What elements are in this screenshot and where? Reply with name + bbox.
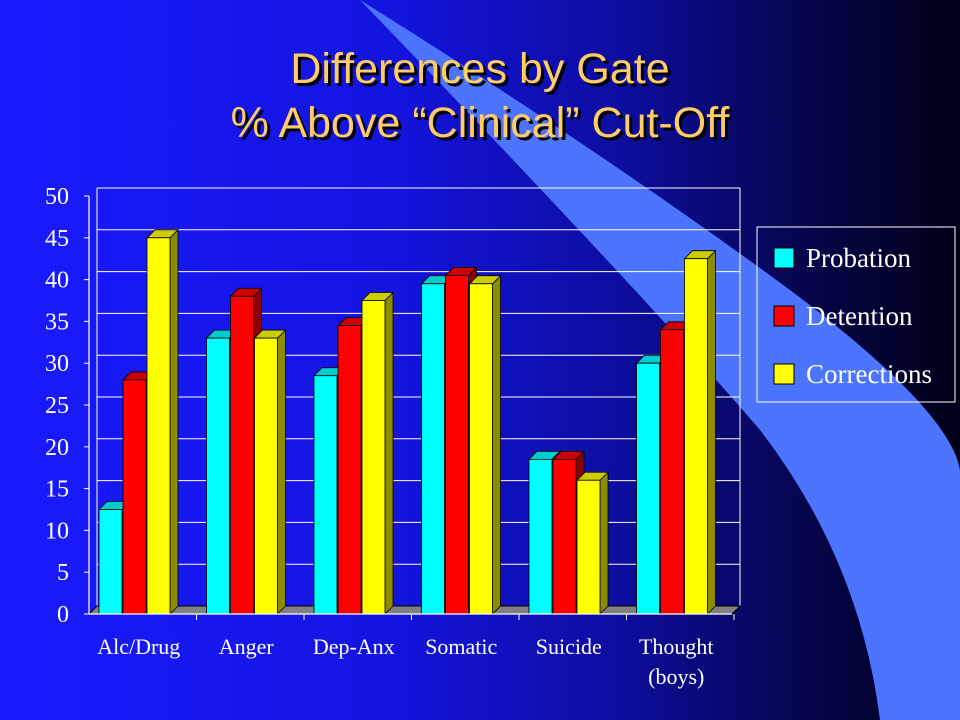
y-tick-label: 20 [45,435,69,461]
bar-side [707,249,716,615]
bar-side [277,329,286,615]
x-tick-label: Somatic [425,634,497,659]
bar-side [169,228,179,615]
slide-title-line-2: % Above “Clinical” Cut-Off [230,99,730,147]
axis-layer: 0 5 10 15 20 25 30 35 40 45 50 Alc/Drug Anger Dep-Anx… [45,184,735,689]
bar [361,300,386,615]
bar-side [492,274,501,615]
slide-title-line-1: Differences by Gate [290,45,670,93]
x-tick-label: Anger [219,634,275,659]
x-tick-label: Dep-Anx [313,634,395,659]
bar [337,325,362,615]
grid-layer [96,187,741,607]
legend-swatch [773,247,795,269]
bar [684,258,708,615]
x-tick-label: Thought [639,634,714,659]
bar [576,479,601,615]
background-arc-shape [360,0,960,720]
legend-swatch [773,363,795,385]
x-tick-label: Alc/Drug [97,634,180,659]
legend-box [756,226,956,403]
bar [660,329,684,615]
bar [469,283,493,615]
bar [445,275,469,615]
bar [230,295,254,615]
x-tick-label: Suicide [536,634,602,659]
bar [146,237,171,615]
legend-swatch [773,305,795,327]
y-tick-label: 40 [45,268,69,294]
y-tick-label: 30 [45,351,69,377]
bar [421,283,445,615]
bar [254,337,278,615]
bar-side [599,471,609,615]
bar [528,458,553,615]
bar-side [384,291,394,615]
legend-label: Probation [806,243,911,273]
legend: Probation Detention Corrections [756,226,956,403]
y-tick-label: 5 [57,560,69,586]
y-tick-label: 35 [45,309,69,335]
bar [98,509,123,615]
y-tick-label: 0 [57,602,69,628]
x-tick-sublabel: (boys) [648,664,704,689]
y-tick-label: 50 [45,184,69,210]
bar [636,362,660,615]
bar [206,337,230,615]
y-tick-label: 45 [45,226,69,252]
legend-label: Detention [806,301,913,331]
bar [122,379,147,615]
bars-layer [98,228,717,615]
y-tick-label: 10 [45,518,69,544]
y-tick-label: 15 [45,477,69,503]
bar [552,458,577,615]
legend-label: Corrections [806,359,932,389]
y-tick-label: 25 [45,393,69,419]
bar [313,375,338,615]
